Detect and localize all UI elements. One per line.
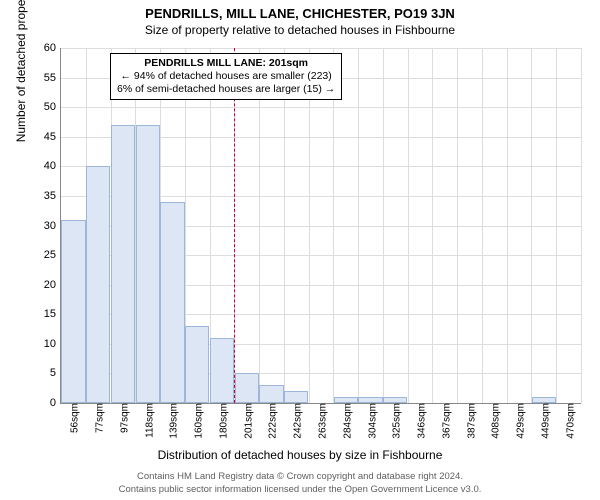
bar (284, 391, 308, 403)
annotation-line-1: PENDRILLS MILL LANE: 201sqm (117, 57, 335, 70)
x-tick-label: 77sqm (91, 403, 106, 433)
x-tick-label: 139sqm (165, 403, 180, 439)
y-tick-label: 20 (44, 279, 61, 291)
gridline-v (432, 48, 433, 403)
bar (86, 166, 110, 403)
bar (111, 125, 135, 403)
x-tick-label: 449sqm (536, 403, 551, 439)
x-tick-label: 387sqm (462, 403, 477, 439)
plot-region: 05101520253035404550556056sqm77sqm97sqm1… (60, 48, 581, 404)
gridline-v (408, 48, 409, 403)
gridline-v (457, 48, 458, 403)
y-tick-label: 40 (44, 160, 61, 172)
gridline-v (482, 48, 483, 403)
annotation-line-3: 6% of semi-detached houses are larger (1… (117, 83, 335, 96)
gridline-h (61, 107, 581, 108)
gridline-v (556, 48, 557, 403)
y-tick-label: 55 (44, 72, 61, 84)
y-tick-label: 5 (50, 367, 61, 379)
gridline-v (358, 48, 359, 403)
x-tick-label: 284sqm (338, 403, 353, 439)
x-tick-label: 118sqm (140, 403, 155, 438)
x-tick-label: 304sqm (363, 403, 378, 439)
gridline-v (309, 48, 310, 403)
reference-line (234, 48, 235, 403)
gridline-v (507, 48, 508, 403)
x-tick-label: 325sqm (388, 403, 403, 439)
x-tick-label: 56sqm (66, 403, 81, 433)
annotation-box: PENDRILLS MILL LANE: 201sqm← 94% of deta… (110, 53, 342, 100)
y-tick-label: 45 (44, 131, 61, 143)
bar (160, 202, 184, 403)
gridline-v (581, 48, 582, 403)
footer-line-1: Contains HM Land Registry data © Crown c… (0, 471, 600, 483)
x-tick-label: 263sqm (314, 403, 329, 439)
chart-subtitle: Size of property relative to detached ho… (0, 21, 600, 41)
x-tick-label: 97sqm (115, 403, 130, 433)
gridline-v (383, 48, 384, 403)
x-axis-label: Distribution of detached houses by size … (0, 448, 600, 462)
y-tick-label: 30 (44, 220, 61, 232)
bar (259, 385, 283, 403)
footer-attribution: Contains HM Land Registry data © Crown c… (0, 471, 600, 496)
gridline-v (284, 48, 285, 403)
y-tick-label: 15 (44, 308, 61, 320)
chart-title: PENDRILLS, MILL LANE, CHICHESTER, PO19 3… (0, 0, 600, 21)
y-tick-label: 60 (44, 42, 61, 54)
x-tick-label: 367sqm (437, 403, 452, 439)
bar (136, 125, 160, 403)
x-tick-label: 180sqm (214, 403, 229, 439)
x-tick-label: 201sqm (239, 403, 254, 439)
x-tick-label: 346sqm (413, 403, 428, 439)
annotation-line-2: ← 94% of detached houses are smaller (22… (117, 70, 335, 83)
y-axis-label: Number of detached properties (14, 0, 28, 142)
x-tick-label: 408sqm (487, 403, 502, 439)
y-tick-label: 10 (44, 338, 61, 350)
y-tick-label: 0 (50, 397, 61, 409)
footer-line-2: Contains public sector information licen… (0, 484, 600, 496)
x-tick-label: 222sqm (264, 403, 279, 439)
y-tick-label: 50 (44, 101, 61, 113)
x-tick-label: 160sqm (190, 403, 205, 439)
bar (235, 373, 259, 403)
x-tick-label: 242sqm (289, 403, 304, 439)
gridline-h (61, 48, 581, 49)
bar (185, 326, 209, 403)
bar (61, 220, 85, 403)
gridline-v (531, 48, 532, 403)
chart-area: 05101520253035404550556056sqm77sqm97sqm1… (60, 48, 580, 403)
y-tick-label: 25 (44, 249, 61, 261)
bar (210, 338, 234, 403)
y-tick-label: 35 (44, 190, 61, 202)
x-tick-label: 429sqm (512, 403, 527, 439)
gridline-v (333, 48, 334, 403)
gridline-v (259, 48, 260, 403)
x-tick-label: 470sqm (561, 403, 576, 439)
